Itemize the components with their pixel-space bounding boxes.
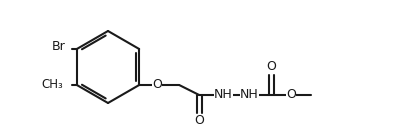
Text: O: O [152,79,162,92]
Text: Br: Br [52,41,66,54]
Text: CH₃: CH₃ [41,79,63,92]
Text: NH: NH [240,89,259,102]
Text: O: O [194,115,204,128]
Text: O: O [286,89,296,102]
Text: O: O [266,61,276,73]
Text: NH: NH [214,89,233,102]
